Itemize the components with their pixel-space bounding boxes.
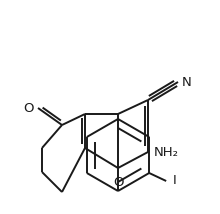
Text: I: I <box>173 174 177 187</box>
Text: O: O <box>24 101 34 114</box>
Text: NH₂: NH₂ <box>154 146 179 159</box>
Text: O: O <box>113 176 123 189</box>
Text: N: N <box>182 76 192 89</box>
